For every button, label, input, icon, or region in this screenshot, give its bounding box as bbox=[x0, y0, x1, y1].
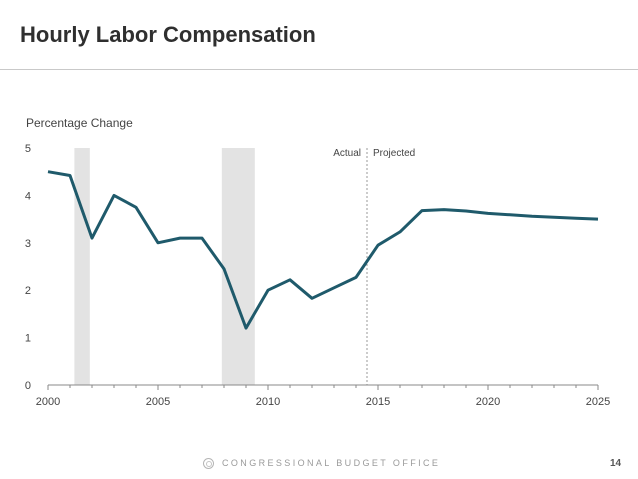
x-axis: 2000 2005 2010 2015 2020 2025 bbox=[36, 384, 610, 408]
projected-label: Projected bbox=[373, 148, 415, 159]
y-axis-label: Percentage Change bbox=[26, 116, 133, 130]
line-chart: Actual Projected Percentage Change 0 1 2 3 4… bbox=[25, 116, 610, 408]
y-axis-ticks: 0 1 2 3 4 5 bbox=[25, 143, 31, 392]
x-tick-label-2015: 2015 bbox=[366, 396, 390, 408]
y-tick-label-0: 0 bbox=[25, 380, 31, 392]
x-tick-label-2000: 2000 bbox=[36, 396, 60, 408]
page-title: Hourly Labor Compensation bbox=[20, 22, 316, 47]
series-line bbox=[47, 170, 599, 330]
y-tick-label-1: 1 bbox=[25, 333, 31, 345]
x-tick-label-2010: 2010 bbox=[256, 396, 280, 408]
y-tick-label-2: 2 bbox=[25, 285, 31, 297]
x-tick-label-2005: 2005 bbox=[146, 396, 170, 408]
recession-band-2 bbox=[221, 148, 255, 385]
cbo-logo-icon bbox=[203, 458, 214, 469]
footer: CONGRESSIONAL BUDGET OFFICE 14 bbox=[0, 458, 638, 474]
footer-org-name: CONGRESSIONAL BUDGET OFFICE bbox=[222, 458, 441, 468]
actual-label: Actual bbox=[333, 148, 361, 159]
y-tick-label-5: 5 bbox=[25, 143, 31, 155]
title-divider bbox=[0, 69, 638, 70]
y-tick-label-4: 4 bbox=[25, 190, 31, 202]
y-tick-label-3: 3 bbox=[25, 238, 31, 250]
recession-band-1 bbox=[74, 148, 90, 385]
page-number: 14 bbox=[610, 458, 622, 469]
x-tick-label-2020: 2020 bbox=[476, 396, 500, 408]
recession-bands bbox=[74, 148, 255, 385]
x-tick-label-2025: 2025 bbox=[586, 396, 610, 408]
